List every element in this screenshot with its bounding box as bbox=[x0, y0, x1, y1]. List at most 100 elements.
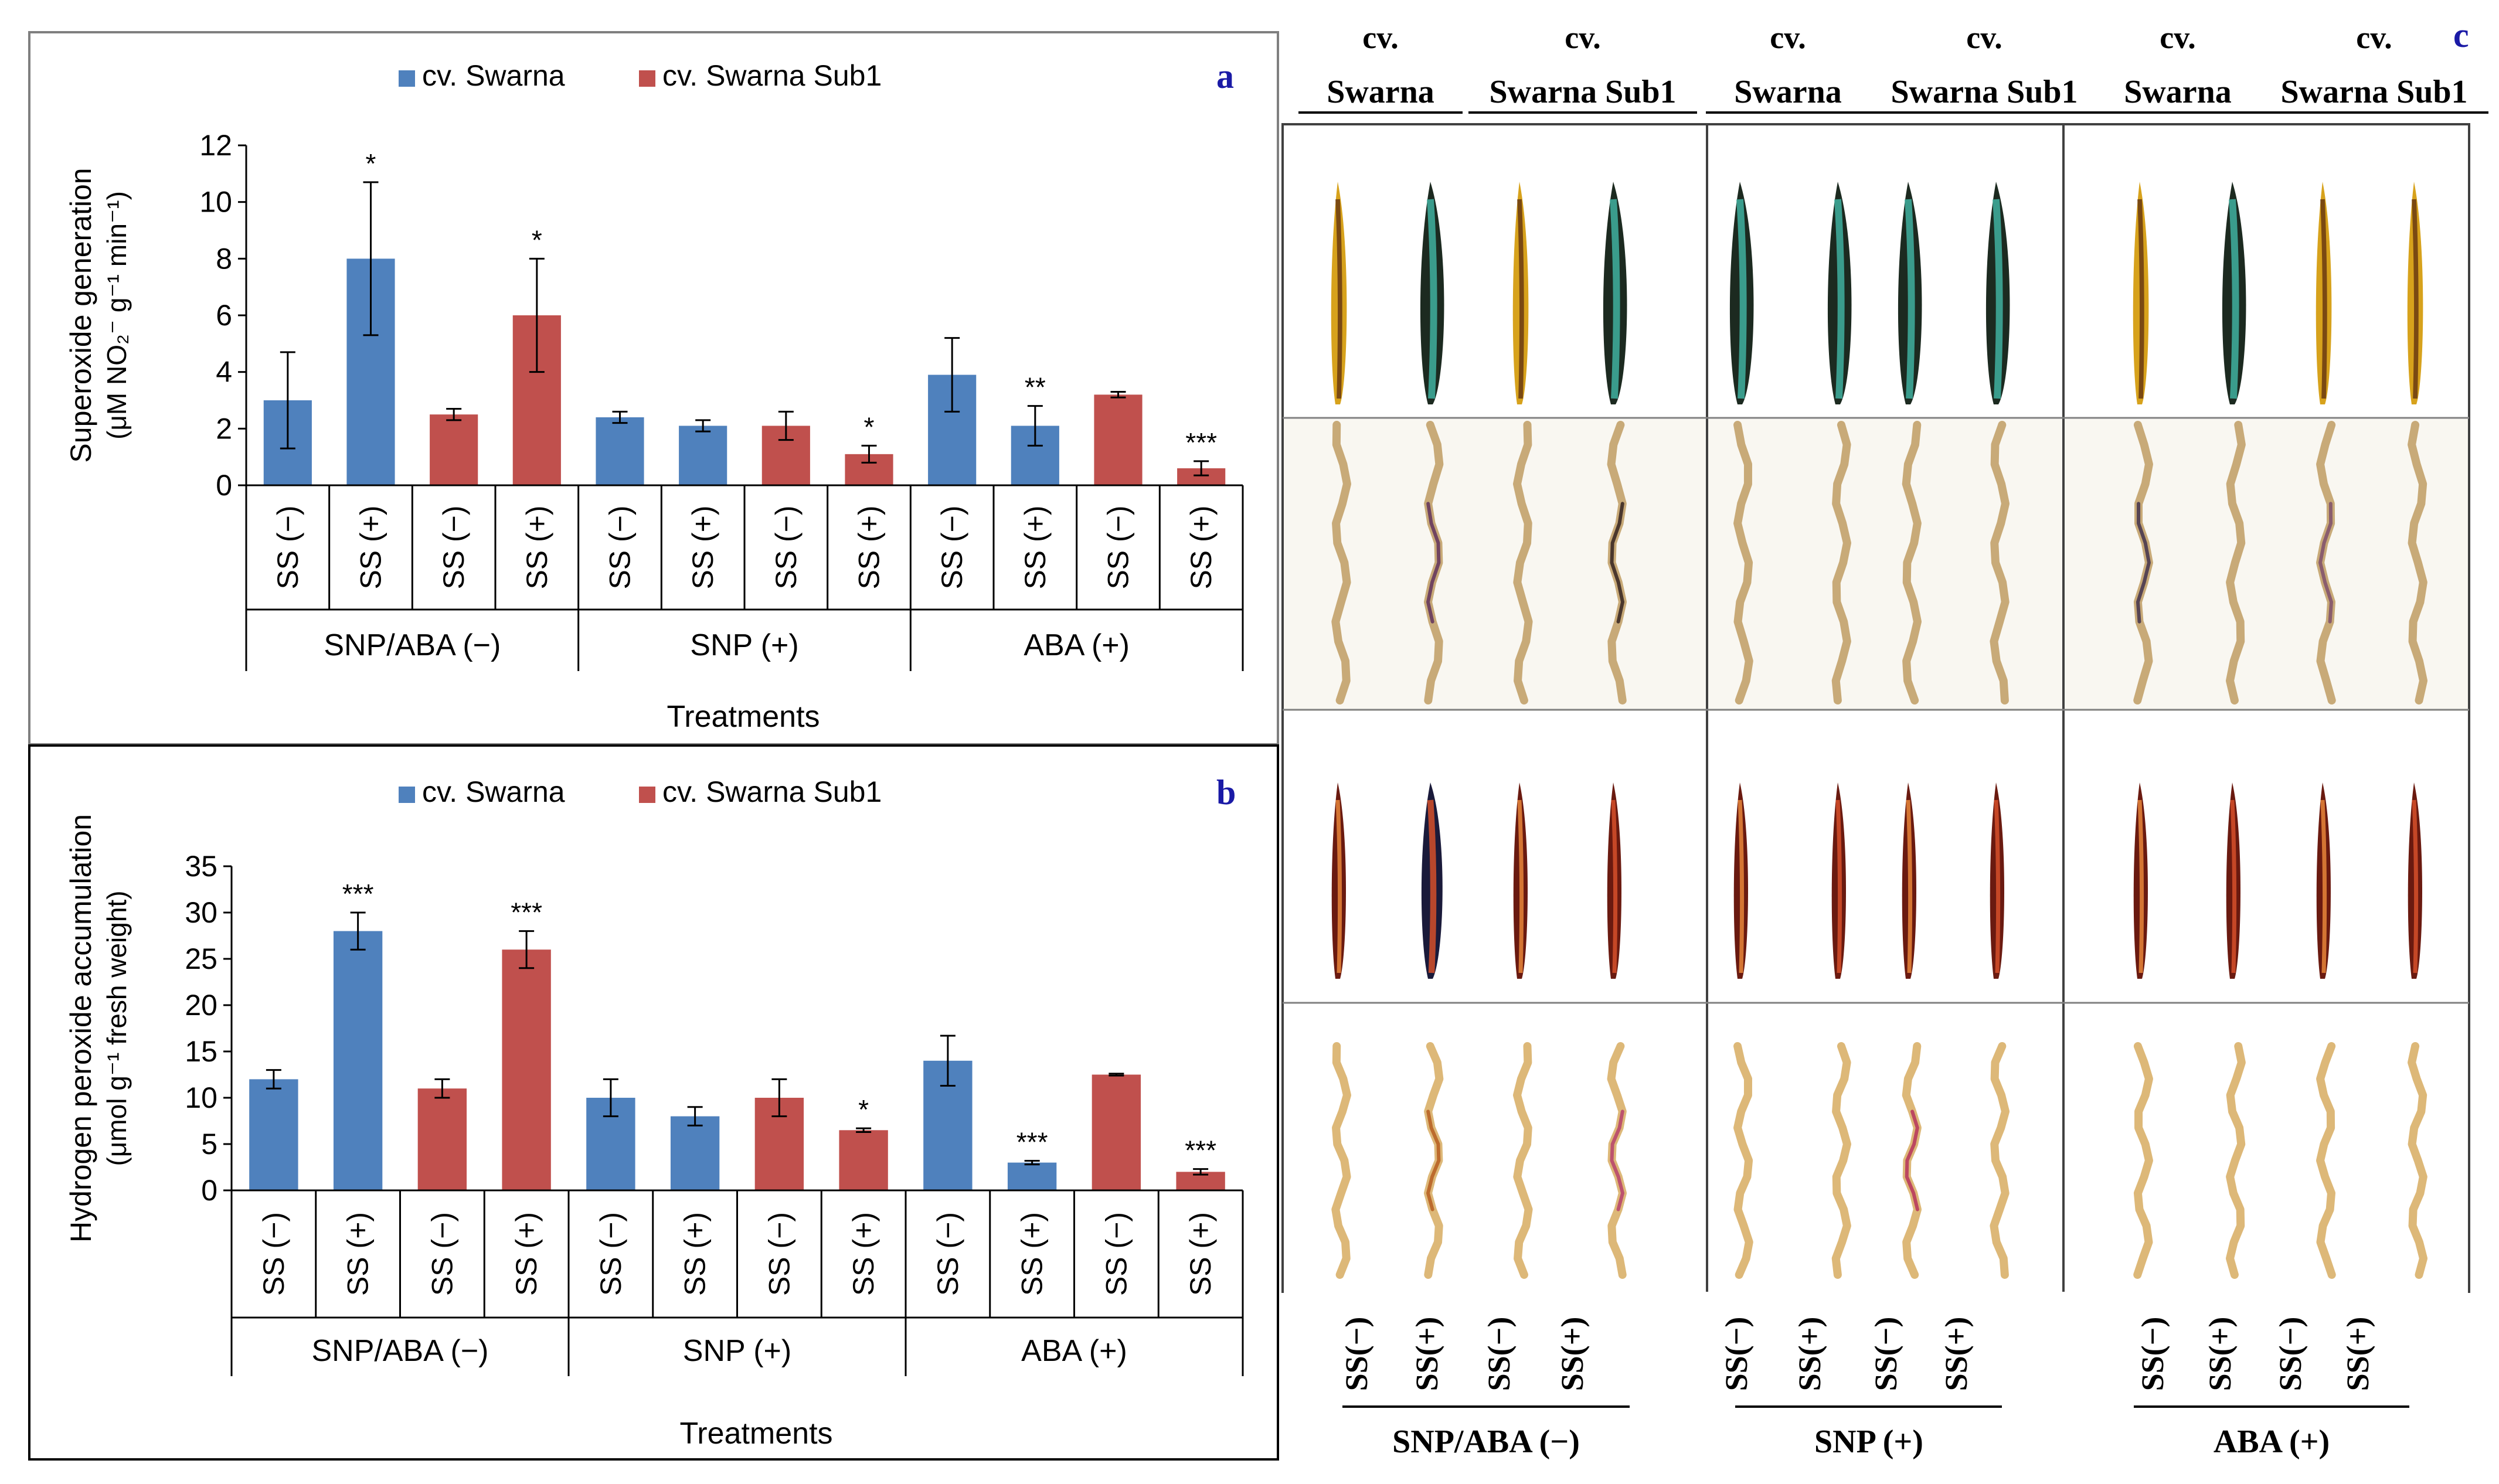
significance-marker: * bbox=[366, 148, 376, 179]
stained-root-image bbox=[1733, 1042, 1753, 1279]
panel-label: a bbox=[1216, 57, 1234, 96]
stained-leaf-image bbox=[1827, 182, 1852, 404]
stained-leaf-image bbox=[1421, 782, 1443, 979]
cultivar-prefix: cv. bbox=[1362, 20, 1399, 55]
stained-leaf-image bbox=[1331, 782, 1346, 979]
cultivar-header: cv. Swarna Sub1 bbox=[1870, 20, 2099, 114]
group-label: ABA (+) bbox=[1024, 628, 1130, 662]
significance-marker: ** bbox=[1025, 372, 1046, 403]
y-tick-label: 6 bbox=[216, 299, 232, 332]
y-tick-label: 4 bbox=[216, 356, 232, 389]
column-label: SS(−) bbox=[1868, 1317, 1903, 1391]
y-tick-label: 8 bbox=[216, 242, 232, 275]
stained-leaf-image bbox=[1512, 182, 1529, 404]
stained-leaf-image bbox=[2226, 782, 2240, 979]
stained-root-image bbox=[1424, 421, 1444, 704]
stained-leaf-image bbox=[1513, 782, 1528, 979]
bar bbox=[249, 1079, 298, 1190]
stained-root-image bbox=[2226, 1042, 2246, 1279]
stained-leaf-image bbox=[2316, 182, 2332, 404]
error-bar bbox=[940, 1034, 956, 1087]
x-tick-label: SS (−) bbox=[1100, 1212, 1133, 1296]
panel-c-staining-images: c cv. Swarna cv. Swarna Sub1 cv. Swarna cv. Swar… bbox=[1281, 16, 2488, 1460]
error-bar bbox=[856, 1127, 872, 1133]
bar bbox=[1007, 1162, 1057, 1190]
error-bar bbox=[363, 181, 379, 336]
cultivar-header: cv. Swarna Sub1 bbox=[2260, 20, 2488, 114]
y-tick-label: 0 bbox=[216, 469, 232, 502]
x-tick-label: SS (−) bbox=[763, 1212, 795, 1296]
stained-leaf-image bbox=[2316, 782, 2331, 979]
significance-marker: *** bbox=[1185, 1135, 1216, 1166]
stained-leaf-image bbox=[2222, 182, 2246, 404]
y-tick-label: 25 bbox=[185, 942, 217, 975]
panel-b-hydrogen-peroxide-chart: cv. Swarna cv. Swarna Sub1 b 0 5 10 15 20 25 30 35… bbox=[28, 744, 1279, 1461]
x-axis-title: Treatments bbox=[679, 1417, 832, 1451]
x-tick-label: SS (+) bbox=[342, 1212, 375, 1296]
panel-a-frame bbox=[28, 31, 1279, 746]
bar bbox=[417, 1088, 467, 1190]
stained-root-image bbox=[1831, 1042, 1851, 1279]
significance-marker: *** bbox=[511, 897, 542, 928]
stained-root-image bbox=[2316, 1042, 2336, 1279]
x-tick-label: SS (+) bbox=[510, 1212, 543, 1296]
stained-leaf-image bbox=[2133, 182, 2149, 404]
cultivar-header: cv. Swarna Sub1 bbox=[1468, 20, 1697, 114]
y-tick-label: 0 bbox=[201, 1174, 217, 1207]
x-tick-label: SS (+) bbox=[1019, 505, 1052, 589]
column-label: SS(−) bbox=[1339, 1317, 1374, 1391]
stained-root-image bbox=[1607, 421, 1627, 704]
group-label: SNP (+) bbox=[690, 628, 798, 662]
stained-root-image bbox=[1990, 1042, 2010, 1279]
stained-leaf-image bbox=[2133, 782, 2148, 979]
stained-leaf-image bbox=[2408, 782, 2422, 979]
stained-leaf-image bbox=[1603, 182, 1627, 404]
cultivar-prefix: cv. bbox=[1770, 20, 1806, 55]
stained-leaf-image bbox=[1902, 782, 1916, 979]
stained-root-image bbox=[1990, 421, 2010, 704]
significance-marker: * bbox=[864, 411, 875, 442]
x-tick-label: SS (+) bbox=[1185, 505, 1218, 589]
image-row-background bbox=[1284, 1004, 2468, 1296]
x-tick-label: SS (−) bbox=[594, 1212, 627, 1296]
group-label: SNP/ABA (−) bbox=[1392, 1424, 1580, 1460]
x-tick-label: SS (−) bbox=[936, 505, 968, 589]
stained-root-image bbox=[1513, 1042, 1533, 1279]
x-tick-label: SS (+) bbox=[853, 505, 886, 589]
bar bbox=[839, 1130, 888, 1190]
panel-label: b bbox=[1216, 773, 1236, 812]
error-bar bbox=[944, 337, 960, 413]
column-label: SS(+) bbox=[1409, 1317, 1444, 1391]
x-tick-label: SS (−) bbox=[257, 1212, 290, 1296]
y-axis-label: Hydrogen peroxide accumulation bbox=[64, 814, 97, 1243]
stained-root-image bbox=[2316, 421, 2336, 704]
y-tick-label: 2 bbox=[216, 412, 232, 445]
panel-b-frame bbox=[28, 744, 1279, 1461]
stained-leaf-image bbox=[1607, 782, 1621, 979]
significance-marker: *** bbox=[1185, 427, 1217, 458]
stained-root-image bbox=[2408, 1042, 2427, 1279]
error-bar bbox=[266, 1069, 281, 1090]
error-bar bbox=[861, 444, 877, 464]
column-label: SS(−) bbox=[2135, 1317, 2170, 1391]
legend-entry: cv. Swarna Sub1 bbox=[662, 775, 882, 808]
y-tick-label: 10 bbox=[199, 186, 232, 219]
x-tick-label: SS (−) bbox=[604, 505, 637, 589]
stained-leaf-image bbox=[1831, 782, 1846, 979]
panel-label: c bbox=[2453, 16, 2469, 55]
error-bar bbox=[1110, 391, 1126, 399]
y-tick-label: 30 bbox=[185, 896, 217, 929]
x-tick-label: SS (−) bbox=[1102, 505, 1135, 589]
bar bbox=[333, 931, 383, 1190]
y-axis-label: Superoxide generation bbox=[64, 168, 97, 462]
stained-root-image bbox=[2226, 421, 2246, 704]
stained-root-image bbox=[2133, 1042, 2153, 1279]
stained-leaf-image bbox=[1420, 182, 1444, 404]
x-tick-label: SS (−) bbox=[426, 1212, 458, 1296]
stained-leaf-image bbox=[1985, 182, 2010, 404]
significance-marker: *** bbox=[342, 879, 374, 909]
y-tick-label: 5 bbox=[201, 1128, 217, 1160]
y-tick-label: 20 bbox=[185, 989, 217, 1022]
stained-root-image bbox=[1513, 421, 1533, 704]
